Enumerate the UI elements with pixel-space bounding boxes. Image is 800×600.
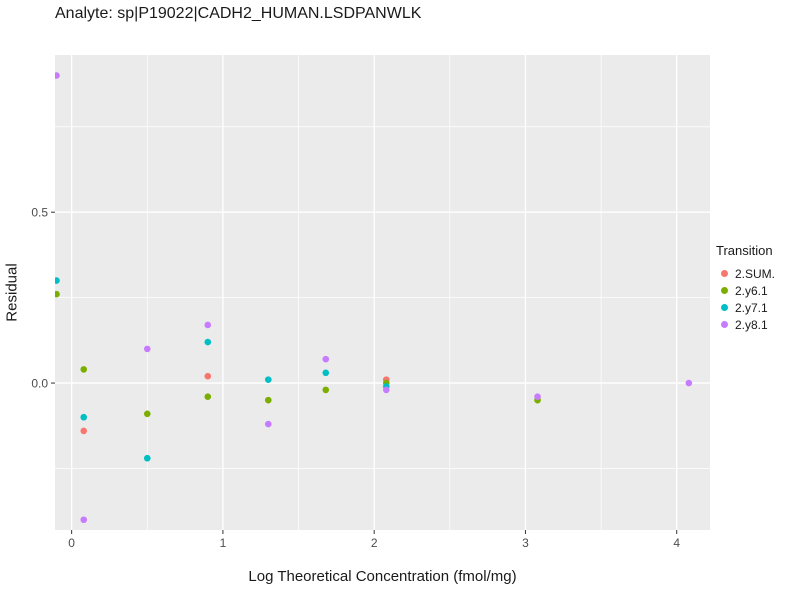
x-tick-label: 4 [673, 536, 680, 550]
x-tick-label: 1 [220, 536, 227, 550]
y-tick-label: 0.5 [31, 205, 48, 219]
x-axis-label: Log Theoretical Concentration (fmol/mg) [248, 568, 517, 585]
legend-item: 2.y8.1 [716, 316, 775, 333]
legend-items: 2.SUM. 2.y6.1 2.y7.1 2.y8.1 [716, 265, 775, 333]
legend-key-icon [721, 270, 728, 277]
legend-key-icon [721, 287, 728, 294]
data-point [322, 355, 330, 363]
data-point [264, 396, 272, 404]
data-point [55, 72, 60, 79]
data-point [55, 277, 60, 284]
data-point [204, 321, 212, 329]
data-point [80, 427, 88, 435]
data-point [143, 410, 151, 418]
data-point [80, 516, 88, 524]
panel-background [55, 55, 710, 530]
data-point [204, 338, 212, 346]
data-point [264, 420, 272, 428]
legend-item: 2.SUM. [716, 265, 775, 282]
legend-title: Transition [716, 243, 773, 258]
data-point [685, 379, 693, 387]
y-tick-label: 0.0 [31, 376, 48, 390]
data-point [80, 366, 88, 373]
x-tick-label: 2 [371, 536, 378, 550]
data-point [534, 393, 541, 401]
data-point [143, 345, 151, 353]
legend-item-label: 2.y8.1 [735, 317, 768, 332]
plot-title: Analyte: sp|P19022|CADH2_HUMAN.LSDPANWLK [55, 5, 422, 22]
data-point [322, 369, 330, 377]
data-point [55, 290, 60, 298]
legend-key-icon [721, 321, 728, 328]
data-point [204, 393, 212, 401]
legend: Transition 2.SUM. 2.y6.1 2.y7.1 2.y8.1 [716, 243, 775, 333]
data-point [382, 386, 390, 394]
legend-item-label: 2.y6.1 [735, 283, 768, 298]
legend-item: 2.y7.1 [716, 299, 775, 316]
data-point [80, 413, 88, 421]
data-point [322, 386, 330, 394]
legend-item-label: 2.y7.1 [735, 300, 768, 315]
x-tick-label: 3 [522, 536, 529, 550]
data-point [143, 454, 151, 462]
data-point [204, 372, 212, 380]
y-axis-label: Residual [3, 263, 21, 322]
points-layer [55, 72, 693, 524]
legend-item: 2.y6.1 [716, 282, 775, 299]
legend-item-label: 2.SUM. [735, 266, 776, 281]
data-point [264, 376, 272, 383]
legend-key-icon [721, 304, 728, 311]
x-tick-label: 0 [68, 536, 75, 550]
